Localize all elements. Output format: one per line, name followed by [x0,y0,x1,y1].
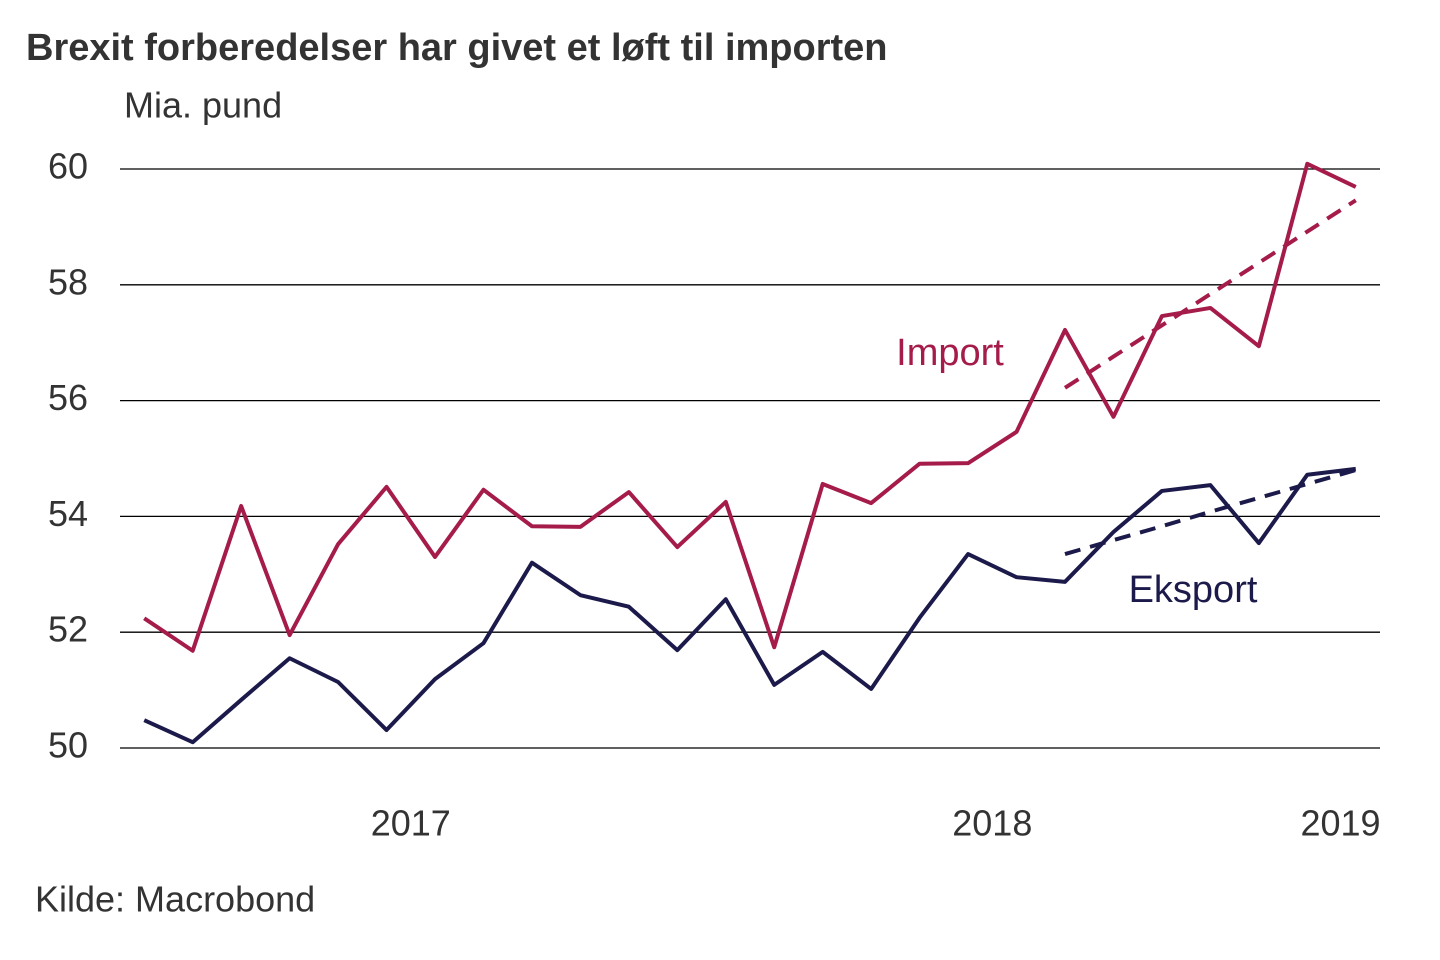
y-tick-label: 60 [48,146,88,187]
trend-line [1064,468,1357,556]
trend-line [1063,198,1357,390]
x-tick-label: 2018 [952,803,1032,844]
line [143,161,1357,653]
x-tick-label: 2019 [1300,803,1380,844]
source: Kilde: Macrobond [35,879,315,920]
y-tick-label: 52 [48,609,88,650]
x-tick-label: 2017 [371,803,451,844]
y-tick-label: 54 [48,493,88,534]
chart-title: Brexit forberedelser har givet et løft t… [26,27,888,69]
series-label: Eksport [1129,569,1258,611]
y-axis-label: Mia. pund [124,85,282,126]
y-tick-label: 50 [48,725,88,766]
y-tick-label: 56 [48,377,88,418]
y-tick-label: 58 [48,261,88,302]
line [143,466,1357,745]
series-label: Import [896,332,1004,374]
